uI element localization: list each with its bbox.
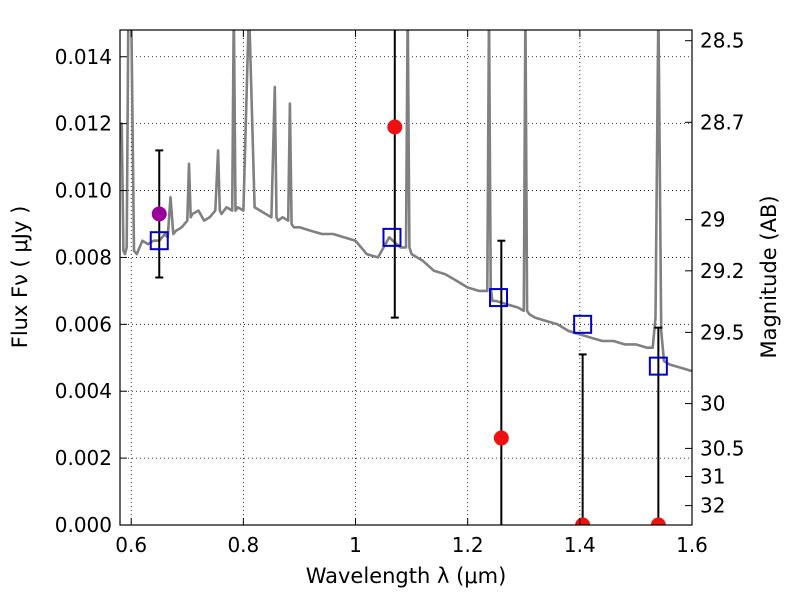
right-tick-label-1: 28.7: [700, 110, 745, 134]
x-tick-label-0: 0.6: [115, 533, 147, 557]
observation-point-2: [493, 430, 509, 446]
model-point-0: [149, 231, 169, 251]
observation-point-1: [387, 119, 403, 135]
right-tick-label-2: 29: [700, 208, 725, 232]
error-bar-3: [578, 353, 587, 525]
right-tick-label-7: 31: [700, 465, 725, 489]
axis-ticks: [120, 30, 693, 526]
observation-point-0: [151, 206, 167, 222]
y-tick-label-5: 0.010: [55, 179, 112, 203]
observation-point-4: [650, 517, 666, 525]
model-point-1: [382, 227, 402, 247]
x-tick-label-1: 0.8: [227, 533, 259, 557]
right-tick-label-4: 29.5: [700, 320, 745, 344]
y-tick-label-3: 0.006: [55, 312, 112, 336]
model-point-2: [489, 288, 509, 308]
y-tick-label-7: 0.014: [55, 45, 112, 69]
x-axis-title: Wavelength λ (μm): [306, 564, 507, 588]
plot-frame: [119, 29, 693, 526]
y-tick-label-2: 0.004: [55, 379, 112, 403]
error-bar-1: [390, 30, 399, 319]
observation-point-3: [575, 517, 591, 525]
right-axis-title: Magnitude (AB): [757, 195, 781, 358]
tick-labels: 0.6 0.8 1 1.2 1.4 1.6 0.000 0.002 0.004 0.006 0.00…: [55, 29, 745, 557]
x-tick-label-4: 1.4: [564, 533, 596, 557]
right-tick-label-8: 32: [700, 494, 725, 518]
error-bar-2: [497, 239, 506, 525]
plot-area: [120, 30, 692, 525]
spectrum-line: [120, 30, 692, 373]
x-tick-label-2: 1: [349, 533, 362, 557]
y-tick-label-6: 0.012: [55, 112, 112, 136]
right-tick-label-3: 29.2: [700, 259, 745, 283]
model-point-3: [573, 314, 593, 334]
x-tick-label-3: 1.2: [452, 533, 484, 557]
model-point-4: [648, 356, 668, 376]
x-tick-label-5: 1.6: [676, 533, 708, 557]
right-tick-label-6: 30.5: [700, 436, 745, 460]
right-tick-label-0: 28.5: [700, 29, 745, 53]
right-tick-label-5: 30: [700, 392, 725, 416]
y-axis-title: Flux Fν ( μJy ): [8, 206, 32, 349]
error-bar-4: [654, 326, 663, 525]
y-tick-label-1: 0.002: [55, 446, 112, 470]
y-tick-label-0: 0.000: [55, 513, 112, 537]
y-tick-label-4: 0.008: [55, 245, 112, 269]
